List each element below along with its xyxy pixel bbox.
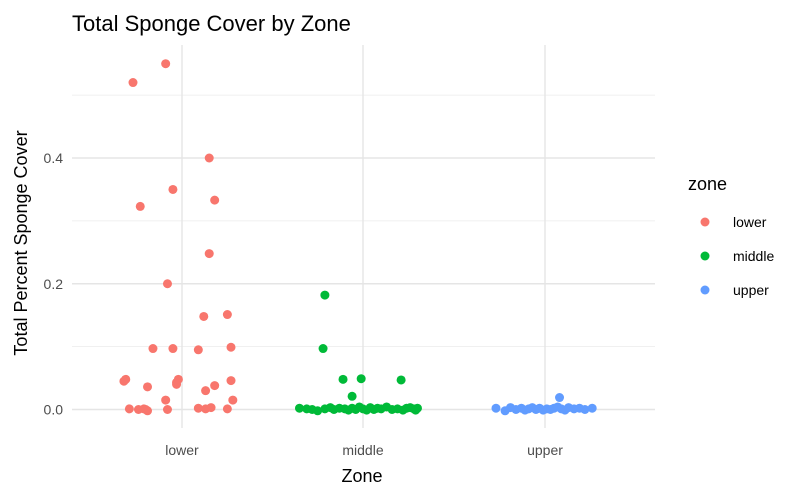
data-point-lower	[201, 386, 211, 396]
data-point-upper	[491, 403, 501, 413]
data-point-middle	[294, 403, 304, 413]
legend-items: lower middle upper	[700, 214, 774, 298]
y-axis-label: Total Percent Sponge Cover	[11, 130, 31, 355]
data-point-lower	[210, 381, 220, 391]
x-tick-label: lower	[165, 442, 199, 458]
data-point-lower	[228, 395, 238, 405]
legend-label-lower: lower	[733, 214, 767, 230]
data-point-lower	[128, 78, 138, 88]
data-point-upper	[587, 403, 597, 413]
legend-title: zone	[688, 174, 727, 194]
data-point-middle	[318, 344, 328, 354]
data-points	[119, 59, 597, 416]
data-point-lower	[124, 404, 134, 414]
data-point-middle	[347, 391, 357, 401]
data-point-lower	[161, 59, 171, 69]
data-point-lower	[168, 344, 178, 354]
data-point-lower	[193, 403, 203, 413]
x-tick-labels: lower middle upper	[165, 442, 563, 458]
data-point-lower	[148, 344, 158, 354]
data-point-lower	[204, 249, 214, 259]
data-point-upper	[555, 393, 565, 403]
legend-key-lower	[700, 217, 710, 227]
y-tick-labels: 0.0 0.2 0.4	[44, 150, 64, 418]
data-point-lower	[162, 279, 172, 289]
data-point-lower	[133, 405, 143, 414]
data-point-lower	[222, 404, 232, 414]
data-point-lower	[143, 382, 153, 392]
data-point-lower	[210, 195, 220, 205]
data-point-lower	[135, 201, 145, 211]
data-point-lower	[222, 310, 232, 320]
legend-key-middle	[700, 251, 710, 261]
data-point-lower	[226, 342, 236, 352]
legend-label-upper: upper	[733, 282, 769, 298]
data-point-lower	[206, 403, 216, 413]
x-axis-label: Zone	[341, 466, 382, 486]
data-point-middle	[338, 374, 348, 384]
y-tick-label: 0.4	[44, 150, 64, 166]
data-point-lower	[119, 376, 129, 386]
data-point-lower	[199, 311, 209, 321]
y-tick-label: 0.2	[44, 276, 64, 292]
data-point-middle	[313, 406, 323, 416]
legend: zone lower middle upper	[688, 174, 774, 298]
data-point-lower	[161, 395, 171, 405]
chart-title: Total Sponge Cover by Zone	[72, 11, 351, 36]
data-point-middle	[356, 374, 366, 384]
legend-label-middle: middle	[733, 248, 774, 264]
y-tick-label: 0.0	[44, 402, 64, 418]
data-point-middle	[412, 403, 422, 413]
data-point-lower	[204, 153, 214, 163]
data-point-lower	[141, 405, 151, 414]
data-point-lower	[162, 405, 172, 414]
data-point-lower	[193, 345, 203, 355]
x-tick-label: upper	[527, 442, 563, 458]
legend-key-upper	[700, 285, 710, 295]
data-point-lower	[168, 184, 178, 194]
data-point-middle	[320, 290, 330, 300]
data-point-upper	[580, 405, 590, 414]
data-point-lower	[172, 379, 182, 389]
x-tick-label: middle	[342, 442, 383, 458]
data-point-lower	[226, 376, 236, 386]
data-point-middle	[396, 375, 406, 385]
